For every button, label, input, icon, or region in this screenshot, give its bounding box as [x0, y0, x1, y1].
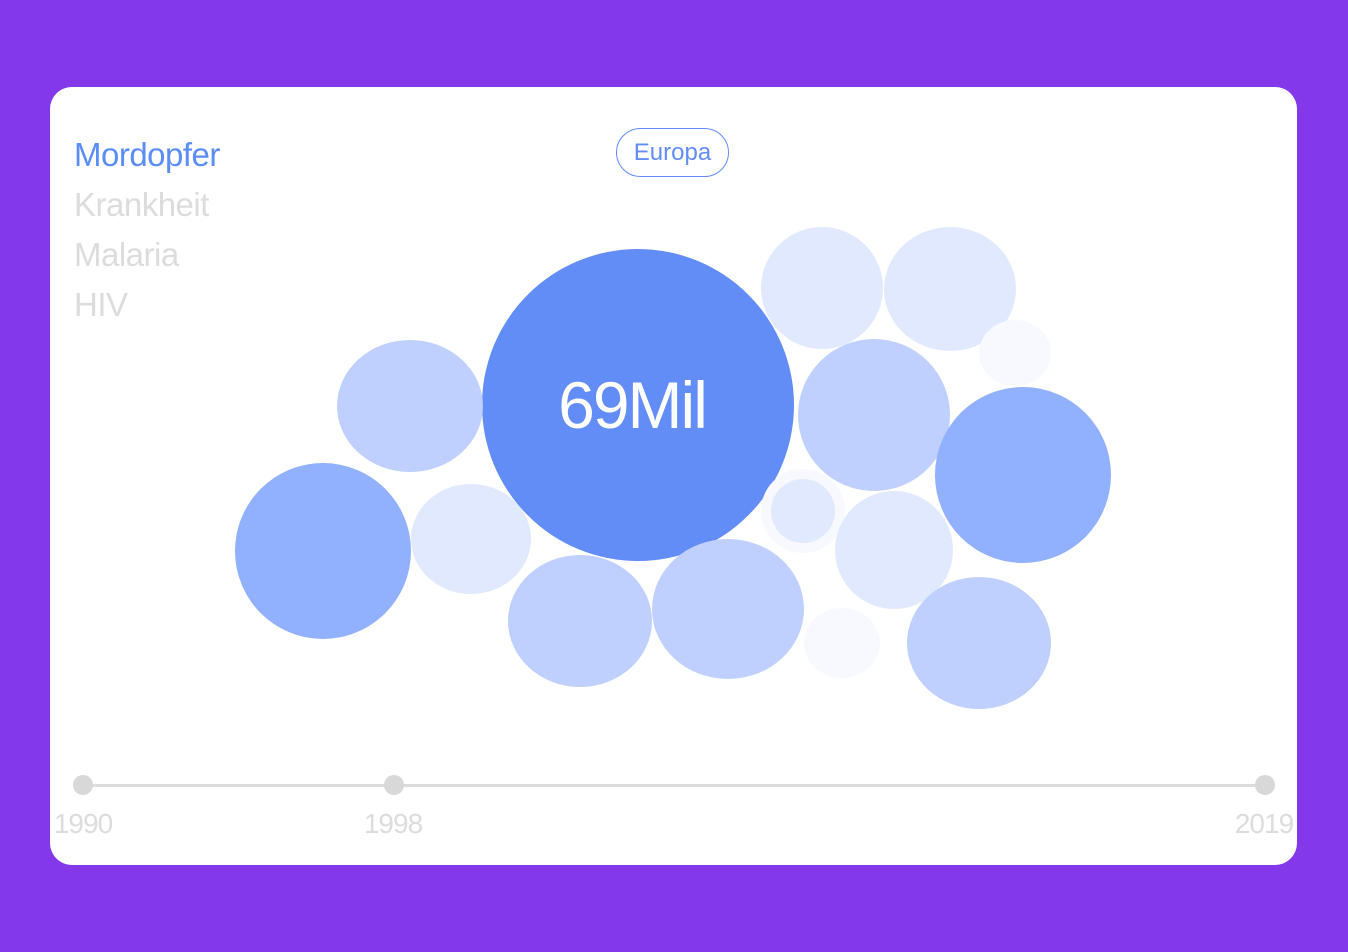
bubble[interactable] [761, 227, 883, 349]
bubble[interactable] [798, 339, 950, 491]
bubble[interactable] [771, 479, 835, 543]
bubble[interactable] [804, 608, 880, 678]
category-hiv[interactable]: HIV [74, 286, 128, 323]
timeline-dot-2019[interactable] [1255, 775, 1275, 795]
timeline-dot-1998[interactable] [384, 775, 404, 795]
bubble[interactable] [235, 463, 411, 639]
timeline-dot-1990[interactable] [73, 775, 93, 795]
timeline-year-2019: 2019 [1234, 808, 1294, 839]
bubble[interactable] [835, 491, 953, 609]
bubble[interactable] [337, 340, 483, 472]
bubble[interactable] [411, 484, 531, 594]
region-button[interactable]: Europa [616, 128, 729, 177]
timeline-year-1998: 1998 [363, 808, 423, 839]
category-malaria[interactable]: Malaria [74, 236, 179, 273]
bubble[interactable] [508, 555, 652, 687]
bubble-highlighted[interactable] [482, 249, 794, 561]
bubble[interactable] [979, 320, 1051, 386]
timeline-track[interactable] [83, 784, 1265, 787]
timeline-year-1990: 1990 [53, 808, 113, 839]
bubble[interactable] [935, 387, 1111, 563]
bubble[interactable] [907, 577, 1051, 709]
category-krankheit[interactable]: Krankheit [74, 186, 209, 223]
category-list: Mordopfer Krankheit Malaria HIV [74, 130, 220, 330]
category-mordopfer[interactable]: Mordopfer [74, 136, 220, 173]
highlight-value-label: 69Mil [558, 368, 708, 442]
bubble[interactable] [652, 539, 804, 679]
